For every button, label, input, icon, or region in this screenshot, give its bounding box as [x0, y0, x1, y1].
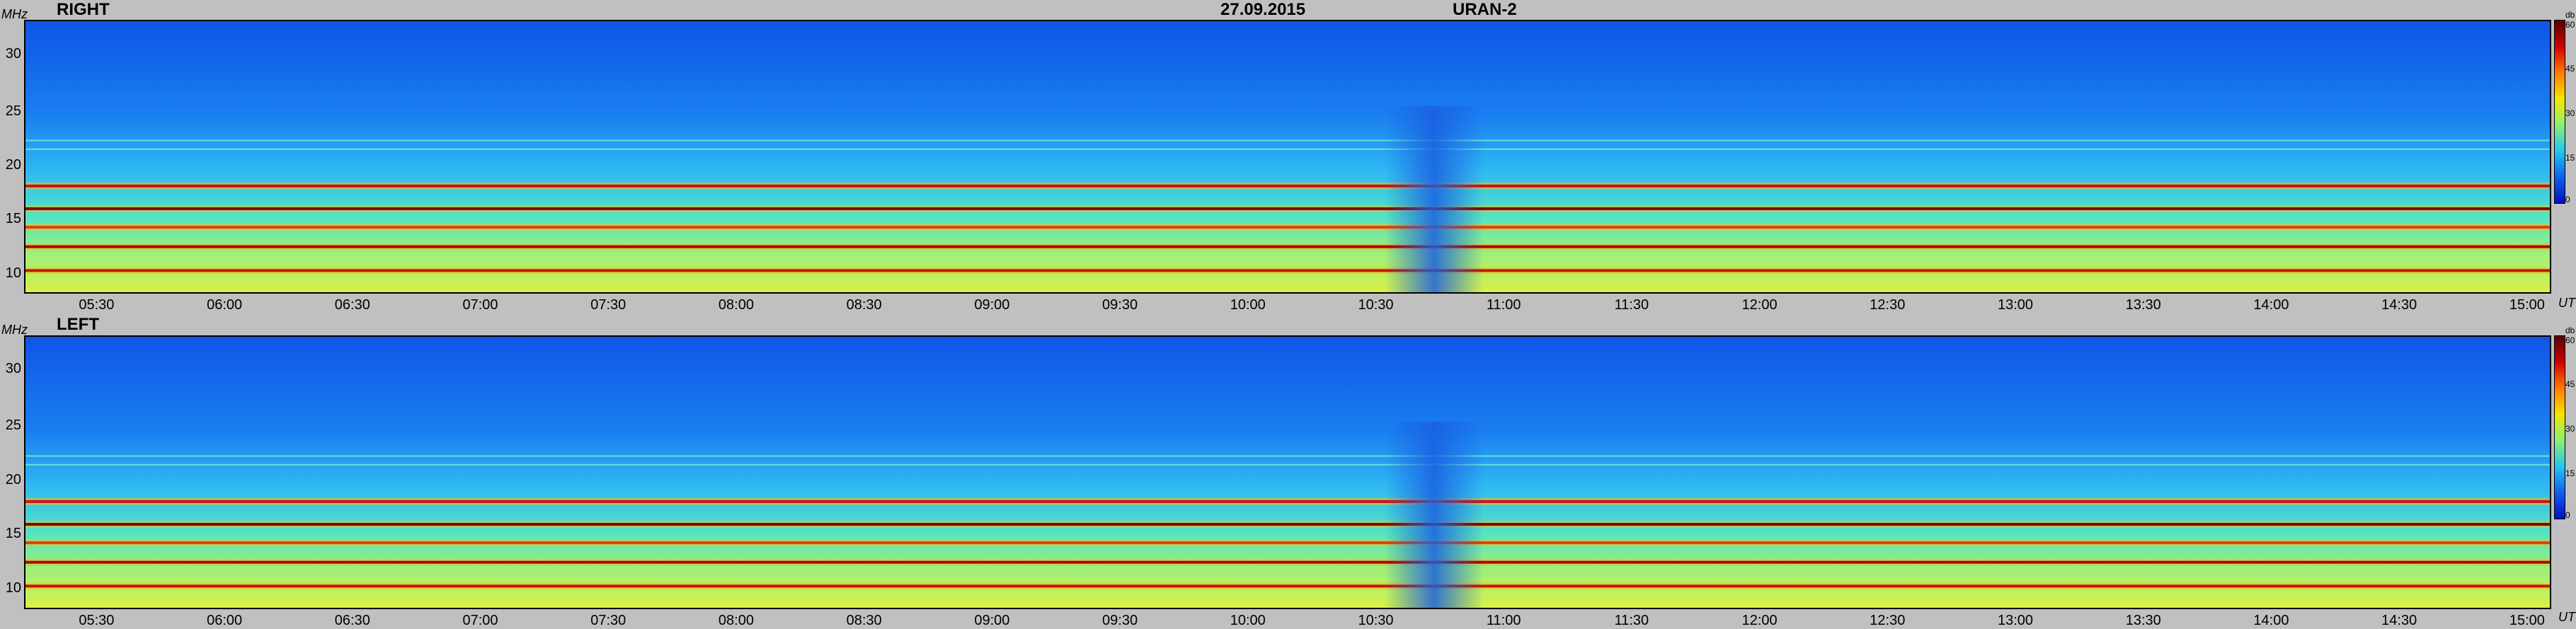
observation-date: 27.09.2015	[1220, 0, 1306, 19]
y-tick: 20	[5, 472, 21, 487]
y-unit-label-right: MHz	[1, 7, 28, 21]
x-tick-label: 09:00	[974, 297, 1010, 313]
y-unit-label-left: MHz	[1, 323, 28, 337]
x-unit-label-left: UT	[2558, 610, 2575, 624]
y-tick: 30	[5, 361, 21, 376]
weak-band	[25, 463, 2550, 466]
x-tick-label: 07:30	[590, 297, 626, 313]
x-tick-label: 05:30	[79, 297, 115, 313]
x-tick-label: 09:00	[974, 613, 1010, 628]
y-tick: 15	[5, 211, 21, 226]
strong-band	[25, 184, 2550, 187]
x-tick-label: 11:00	[1486, 297, 1521, 313]
x-tick-label: 08:00	[718, 297, 754, 313]
x-tick-label: 13:00	[1998, 297, 2034, 313]
strong-band	[25, 523, 2550, 526]
spectrogram-right-background	[25, 21, 2550, 292]
colorbar-tick: 60	[2565, 20, 2575, 30]
y-tick: 15	[5, 526, 21, 541]
strong-band	[25, 245, 2550, 248]
strong-band	[25, 226, 2550, 229]
x-tick-label: 08:00	[718, 613, 754, 628]
colorbar-tick: 30	[2565, 424, 2575, 434]
x-tick-label: 12:00	[1741, 297, 1778, 313]
x-tick-label: 09:30	[1102, 613, 1138, 628]
x-unit-label-right: UT	[2558, 296, 2575, 310]
weak-band	[25, 139, 2550, 142]
x-tick-label: 06:00	[207, 297, 243, 313]
x-tick-label: 08:30	[846, 613, 882, 628]
x-tick-label: 13:00	[1998, 613, 2034, 628]
colorbar-tick: 0	[2565, 195, 2570, 204]
y-tick: 25	[5, 103, 21, 119]
x-tick-label: 07:00	[462, 297, 498, 313]
x-tick-label: 10:30	[1358, 297, 1394, 313]
x-tick-label: 13:30	[2125, 613, 2161, 628]
colorbar-tick: 30	[2565, 108, 2575, 118]
strong-band	[25, 560, 2550, 564]
x-tick-label: 14:00	[2253, 613, 2289, 628]
y-tick: 10	[5, 580, 21, 596]
x-tick-label: 12:30	[1870, 297, 1906, 313]
x-tick-label: 06:00	[207, 613, 243, 628]
x-tick-label: 11:30	[1614, 613, 1649, 628]
strong-band	[25, 584, 2550, 588]
spectrogram-right-dip	[1385, 106, 1484, 292]
spectrogram-left-svg	[25, 337, 2550, 608]
x-tick-label: 15:00	[2509, 297, 2545, 313]
x-tick-label: 08:30	[846, 297, 882, 313]
spectrogram-left-bands	[25, 455, 2550, 590]
y-tick: 25	[5, 417, 21, 433]
x-tick-label: 11:00	[1486, 613, 1521, 628]
x-tick-label: 10:00	[1230, 613, 1266, 628]
colorbar-tick: 45	[2565, 379, 2575, 389]
colorbar-unit-right: db	[2565, 10, 2575, 20]
instrument-name: URAN-2	[1453, 0, 1517, 19]
x-tick-label: 06:30	[334, 297, 370, 313]
x-tick-label: 07:30	[590, 613, 626, 628]
spectrogram-right-bands	[25, 139, 2550, 275]
y-tick: 20	[5, 157, 21, 173]
x-tick-label: 06:30	[334, 613, 370, 628]
y-tick: 10	[5, 265, 21, 281]
x-tick-label: 07:00	[462, 613, 498, 628]
spectrogram-left-background	[25, 337, 2550, 608]
spectrogram-right-svg	[25, 21, 2550, 292]
x-tick-label: 10:00	[1230, 297, 1266, 313]
panel-title-left: LEFT	[57, 315, 99, 334]
strong-band	[25, 541, 2550, 545]
x-tick-label: 15:00	[2509, 613, 2545, 628]
x-tick-label: 12:00	[1741, 613, 1778, 628]
strong-band	[25, 269, 2550, 272]
colorbar-right	[2554, 20, 2565, 204]
x-tick-label: 13:30	[2125, 297, 2161, 313]
spectrogram-left-dip	[1385, 422, 1484, 608]
x-tick-label: 05:30	[79, 613, 115, 628]
strong-band	[25, 500, 2550, 503]
panel-title-right: RIGHT	[57, 0, 110, 19]
colorbar-tick: 45	[2565, 64, 2575, 74]
spectrogram-right	[24, 20, 2551, 294]
x-tick-label: 10:30	[1358, 613, 1394, 628]
spectrogram-left	[24, 335, 2551, 609]
x-tick-label: 14:30	[2381, 297, 2417, 313]
weak-band	[25, 148, 2550, 150]
colorbar-tick: 15	[2565, 468, 2575, 478]
colorbar-tick: 0	[2565, 510, 2570, 520]
x-tick-label: 14:30	[2381, 613, 2417, 628]
y-tick: 30	[5, 46, 21, 62]
strong-band	[25, 207, 2550, 211]
x-tick-label: 14:00	[2253, 297, 2289, 313]
x-tick-label: 11:30	[1614, 297, 1649, 313]
colorbar-unit-left: db	[2565, 325, 2575, 335]
x-tick-label: 12:30	[1870, 613, 1906, 628]
weak-band	[25, 455, 2550, 457]
colorbar-left	[2554, 335, 2565, 519]
colorbar-tick: 15	[2565, 153, 2575, 163]
colorbar-tick: 60	[2565, 335, 2575, 345]
x-tick-label: 09:30	[1102, 297, 1138, 313]
